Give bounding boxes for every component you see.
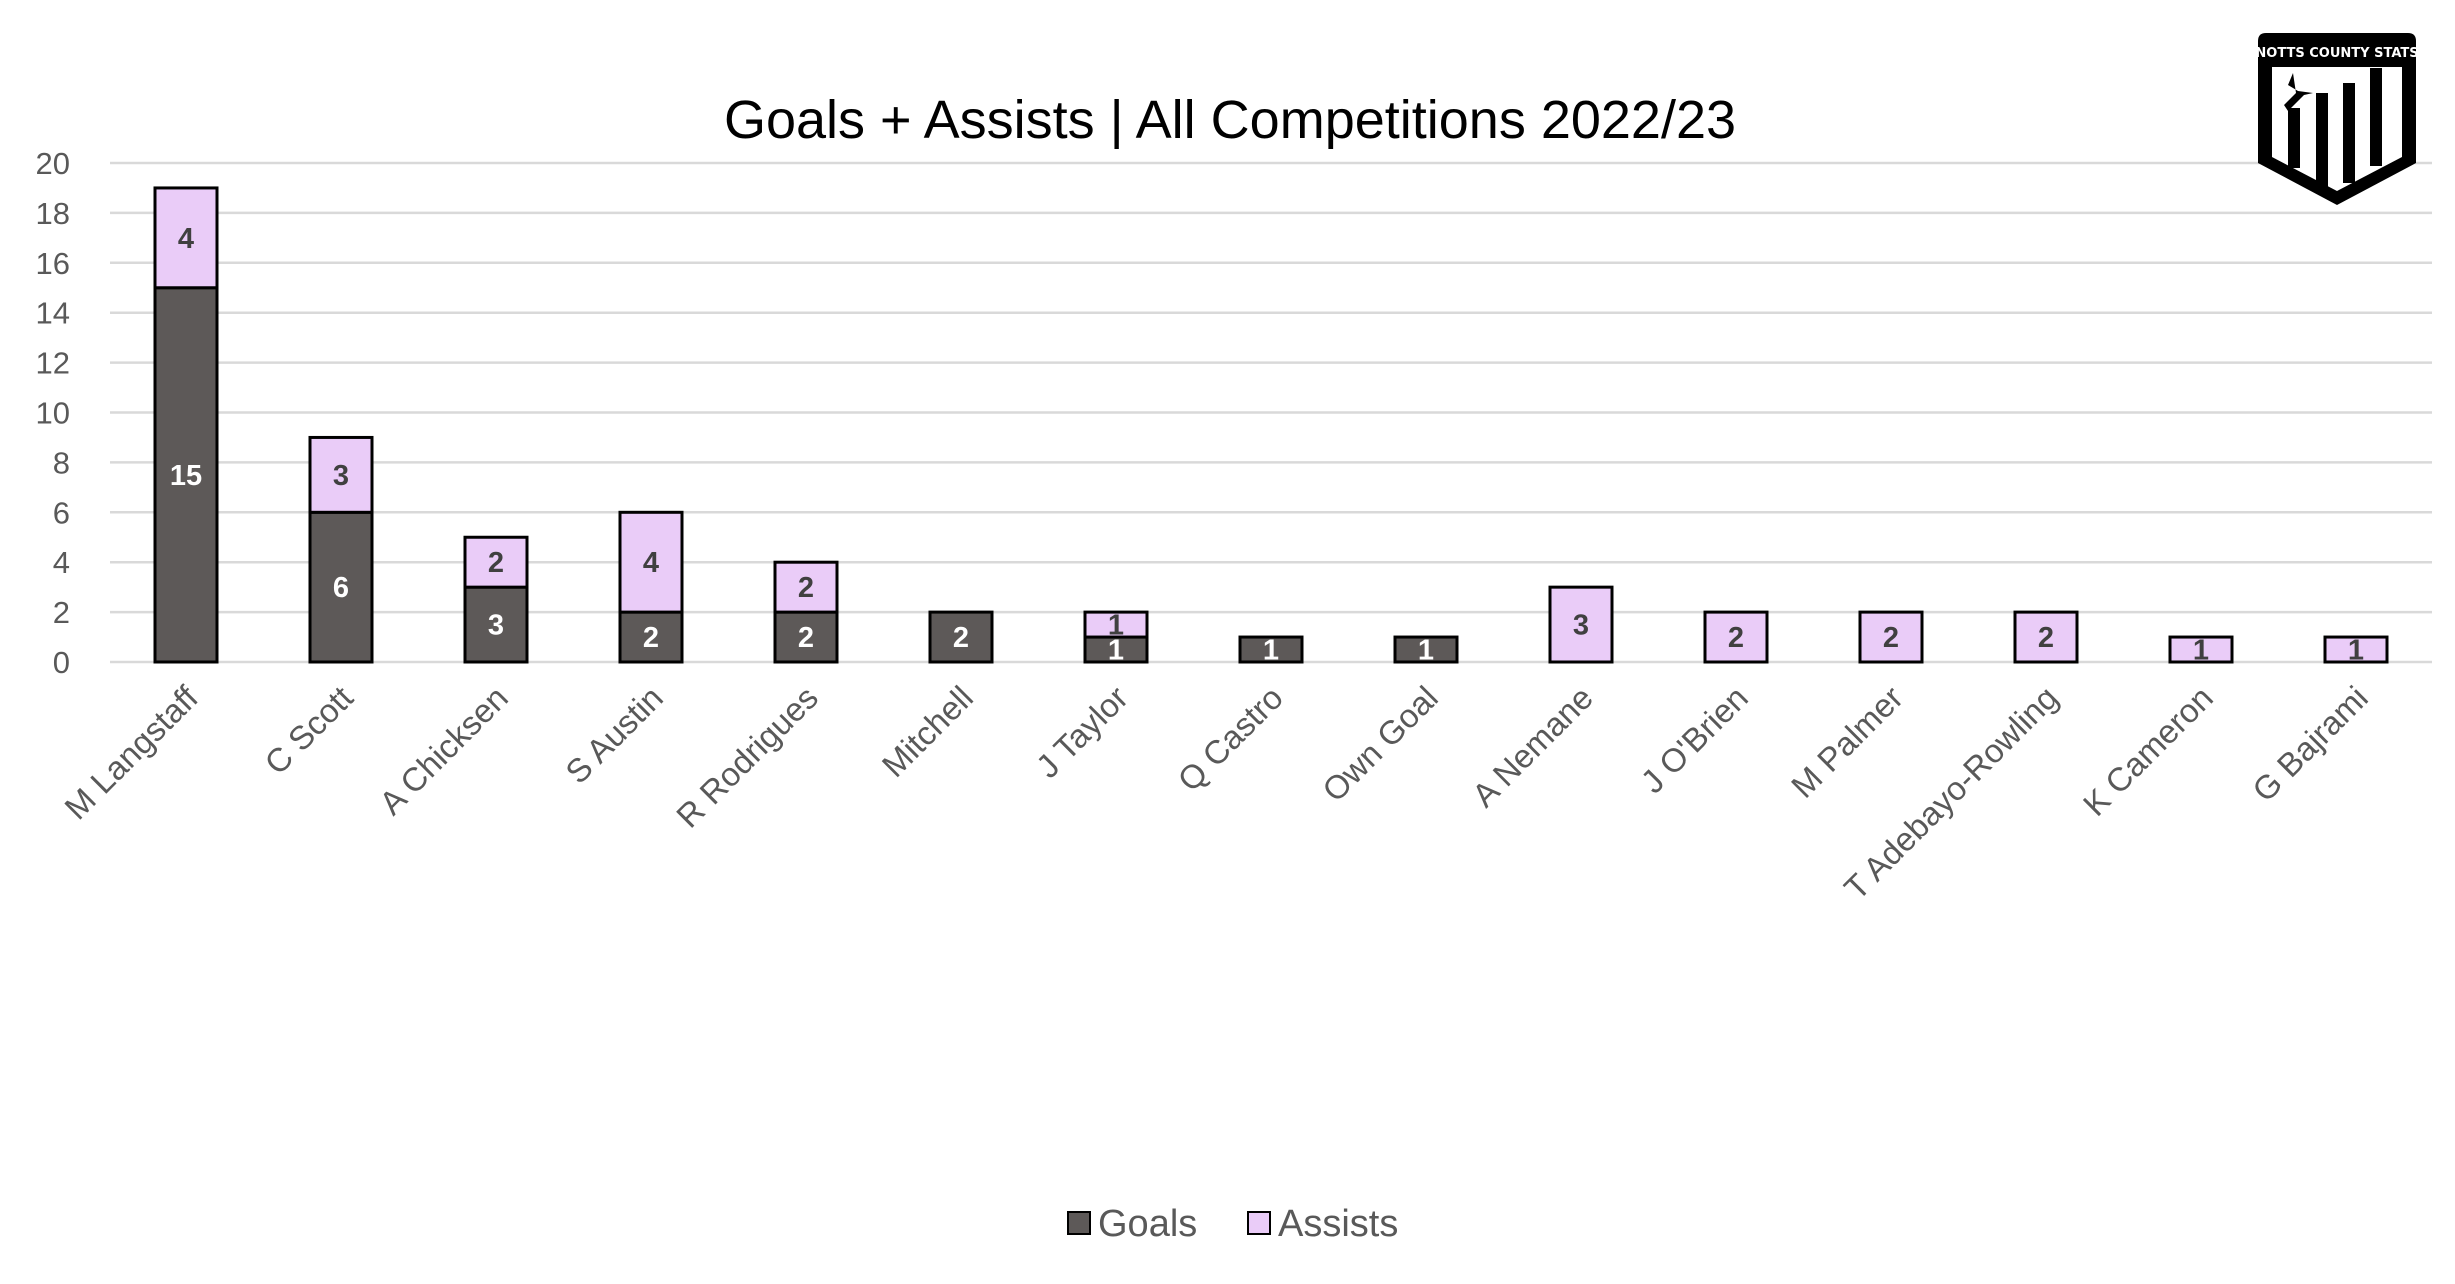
- data-label: 2: [953, 622, 969, 654]
- x-tick-label: A Nemane: [1465, 679, 1600, 814]
- x-tick-label: M Palmer: [1784, 679, 1910, 805]
- data-label: 15: [170, 460, 202, 492]
- data-label: 2: [1728, 622, 1744, 654]
- bar-assists: [2168, 635, 2234, 664]
- data-label: 4: [178, 223, 194, 255]
- bar-assists: [2323, 635, 2389, 664]
- data-label: 2: [798, 572, 814, 604]
- data-label: 2: [2038, 622, 2054, 654]
- y-tick-label: 2: [53, 595, 70, 630]
- y-tick-label: 6: [53, 495, 70, 530]
- data-label: 2: [643, 622, 659, 654]
- y-tick-label: 14: [36, 296, 70, 331]
- x-tick-label: K Cameron: [2076, 679, 2220, 823]
- y-tick-label: 4: [53, 545, 70, 580]
- legend-swatch-assists: [1247, 1211, 1271, 1235]
- y-tick-label: 12: [36, 346, 70, 381]
- bar-assists: [1548, 585, 1614, 664]
- bar-assists: [153, 186, 219, 290]
- x-tick-label: A Chicksen: [372, 679, 515, 822]
- y-tick-label: 18: [36, 196, 70, 231]
- bar-assists: [1858, 610, 1924, 664]
- bar-goals: [928, 610, 994, 664]
- bar-assists: [463, 535, 529, 589]
- svg-text:NOTTS COUNTY STATS: NOTTS COUNTY STATS: [2255, 46, 2418, 61]
- bar-goals: [1238, 635, 1304, 664]
- y-tick-label: 10: [36, 396, 70, 431]
- bar-assists: [1703, 610, 1769, 664]
- data-label: 3: [333, 460, 349, 492]
- data-label: 1: [1263, 635, 1279, 667]
- data-label: 3: [488, 610, 504, 642]
- bar-assists: [1083, 610, 1149, 639]
- bar-goals: [153, 286, 219, 664]
- x-tick-label: G Bajrami: [2245, 679, 2375, 809]
- legend-swatch-goals: [1067, 1211, 1091, 1235]
- bar-assists: [618, 510, 684, 614]
- data-label: 6: [333, 572, 349, 604]
- data-label: 1: [2193, 635, 2209, 667]
- data-label: 1: [1108, 635, 1124, 667]
- x-tick-label: J Taylor: [1029, 679, 1135, 785]
- data-label: 3: [1573, 610, 1589, 642]
- y-tick-label: 20: [36, 146, 70, 181]
- y-tick-label: 0: [53, 645, 70, 680]
- data-label: 1: [1418, 635, 1434, 667]
- data-label: 2: [1883, 622, 1899, 654]
- bar-goals: [308, 510, 374, 664]
- x-tick-label: Own Goal: [1315, 679, 1445, 809]
- bar-goals: [463, 585, 529, 664]
- notts-county-stats-logo: NOTTS COUNTY STATS: [2255, 33, 2419, 205]
- bar-goals: [1393, 635, 1459, 664]
- data-label: 1: [1108, 610, 1124, 642]
- x-tick-label: Q Castro: [1170, 679, 1290, 799]
- y-tick-label: 8: [53, 445, 70, 480]
- x-tick-label: J O'Brien: [1634, 679, 1755, 800]
- bar-goals: [1083, 635, 1149, 664]
- data-label: 4: [643, 547, 659, 579]
- chart-title: Goals + Assists | All Competitions 2022/…: [724, 90, 1736, 150]
- x-tick-label: Mitchell: [875, 679, 980, 784]
- legend: Goals Assists: [1067, 1203, 1398, 1245]
- bar-assists: [308, 435, 374, 514]
- data-label: 2: [488, 547, 504, 579]
- legend-label: Goals: [1098, 1203, 1197, 1245]
- data-label: 1: [2348, 635, 2364, 667]
- bar-assists: [2013, 610, 2079, 664]
- x-tick-label: R Rodrigues: [669, 679, 825, 835]
- x-tick-label: S Austin: [558, 679, 670, 791]
- x-tick-label: M Langstaff: [57, 678, 205, 826]
- legend-label: Assists: [1278, 1203, 1398, 1245]
- x-tick-label: C Scott: [257, 679, 360, 782]
- bar-assists: [773, 560, 839, 614]
- y-tick-label: 16: [36, 246, 70, 281]
- data-label: 2: [798, 622, 814, 654]
